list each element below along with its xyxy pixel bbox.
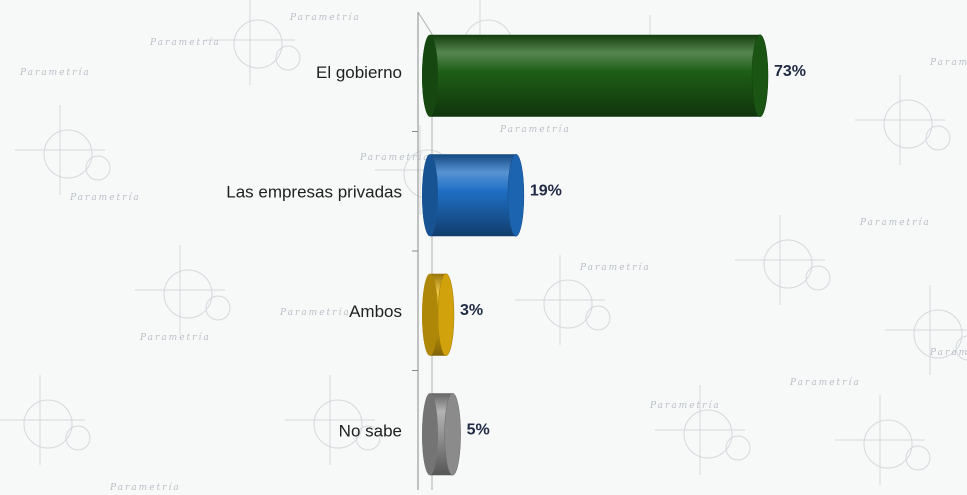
watermark-text: Parametría [69, 192, 141, 203]
watermark-glyph [205, 0, 301, 85]
value-label: 5% [467, 421, 490, 438]
category-label: No sabe [339, 422, 402, 441]
watermark-glyph [0, 375, 91, 465]
category-label: El gobierno [316, 63, 402, 82]
bar-end-cap [751, 34, 769, 117]
watermark-text: Parametría [149, 37, 221, 48]
watermark-glyph [655, 385, 751, 475]
bar-end-cap [507, 154, 525, 237]
watermark-text: Parametría [579, 262, 651, 273]
watermark-text: Parametría [109, 482, 181, 493]
watermark-text: Parametría [499, 124, 571, 135]
watermark-glyph [135, 245, 231, 335]
watermark-text: Parametría [929, 347, 967, 358]
bar-3 [422, 393, 461, 476]
watermark-text: Parametría [19, 67, 91, 78]
bar-2 [422, 273, 455, 356]
category-label: Ambos [349, 302, 402, 321]
bar-base-cap [422, 273, 438, 356]
watermark-text: Parametría [649, 400, 721, 411]
value-label: 73% [774, 63, 806, 80]
bar-base-cap [422, 34, 438, 117]
watermark-text: Parametría [279, 307, 351, 318]
watermark-text: Parametría [789, 377, 861, 388]
bar-base-cap [422, 154, 438, 237]
bar-body [422, 154, 524, 237]
watermark-text: Parametría [859, 217, 931, 228]
value-label: 3% [460, 302, 483, 319]
watermark-glyph [515, 255, 611, 345]
bar-0 [422, 34, 769, 117]
watermark-glyph [285, 375, 381, 465]
watermark-text: Parametría [139, 332, 211, 343]
watermark-text: Parametría [929, 57, 967, 68]
watermark-glyph [835, 395, 931, 485]
watermark-glyph [855, 75, 951, 165]
watermark-text: Parametría [359, 152, 431, 163]
watermark-text: Parametría [289, 12, 361, 23]
watermark-glyph [885, 285, 967, 375]
bar-base-cap [422, 393, 438, 476]
watermark-glyph [735, 215, 831, 305]
value-label: 19% [530, 182, 562, 199]
watermark-glyph [15, 105, 111, 195]
bar-1 [422, 154, 525, 237]
bar-end-cap [437, 273, 455, 356]
bar-end-cap [444, 393, 461, 476]
category-label: Las empresas privadas [226, 183, 402, 202]
bar-body [422, 34, 768, 117]
